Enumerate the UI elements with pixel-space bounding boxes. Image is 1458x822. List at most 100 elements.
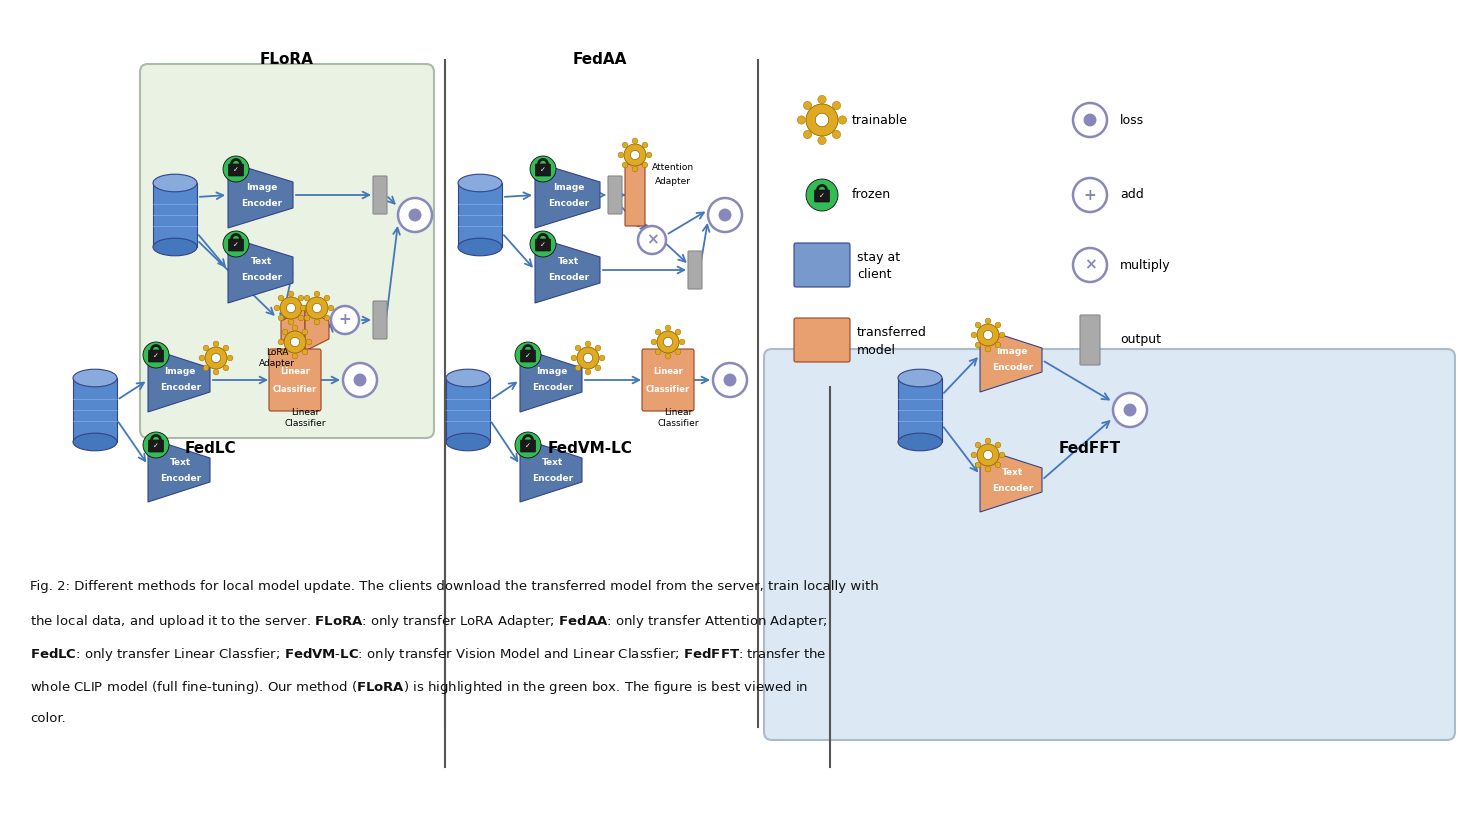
Circle shape: [833, 131, 841, 139]
Text: Fig. 2: Different methods for local model update. The clients download the trans: Fig. 2: Different methods for local mode…: [31, 580, 879, 593]
Circle shape: [302, 329, 308, 335]
Circle shape: [971, 332, 977, 338]
Text: Classifier: Classifier: [273, 385, 318, 394]
Circle shape: [223, 345, 229, 351]
Text: Text: Text: [541, 458, 563, 467]
Polygon shape: [227, 237, 293, 303]
Circle shape: [977, 324, 999, 346]
Polygon shape: [535, 162, 601, 228]
Circle shape: [642, 162, 647, 168]
Circle shape: [1073, 103, 1107, 137]
Circle shape: [999, 332, 1005, 338]
Circle shape: [983, 450, 993, 459]
Circle shape: [300, 305, 306, 311]
FancyBboxPatch shape: [373, 301, 386, 339]
Text: Image: Image: [997, 348, 1028, 357]
Text: Text: Text: [251, 257, 273, 266]
Circle shape: [203, 365, 208, 371]
Text: $\mathbf{FedLC}$: only transfer Linear Classfier; $\mathbf{FedVM\text{-}LC}$: on: $\mathbf{FedLC}$: only transfer Linear C…: [31, 646, 827, 663]
Circle shape: [675, 349, 681, 355]
Polygon shape: [281, 309, 305, 351]
Text: ×: ×: [646, 233, 659, 247]
Text: the local data, and upload it to the server. $\mathbf{FLoRA}$: only transfer LoR: the local data, and upload it to the ser…: [31, 613, 828, 630]
FancyBboxPatch shape: [268, 349, 321, 411]
Ellipse shape: [446, 433, 490, 450]
Bar: [73, 378, 117, 442]
Circle shape: [531, 156, 555, 182]
Text: Encoder: Encoder: [532, 473, 573, 483]
Text: Encoder: Encoder: [160, 473, 201, 483]
FancyBboxPatch shape: [625, 164, 644, 226]
Text: Encoder: Encoder: [991, 483, 1032, 492]
Circle shape: [213, 341, 219, 347]
Circle shape: [286, 303, 296, 312]
Text: FedAA: FedAA: [573, 53, 627, 67]
Text: ✓: ✓: [539, 242, 545, 248]
Text: Encoder: Encoder: [991, 363, 1032, 372]
Circle shape: [595, 345, 601, 351]
Text: Linear
Classifier: Linear Classifier: [284, 409, 325, 427]
Circle shape: [1083, 113, 1096, 127]
Circle shape: [971, 452, 977, 458]
Circle shape: [284, 331, 306, 353]
Ellipse shape: [898, 433, 942, 450]
Circle shape: [515, 342, 541, 368]
Circle shape: [278, 295, 284, 301]
Text: model: model: [857, 344, 897, 357]
FancyBboxPatch shape: [373, 176, 386, 214]
Circle shape: [572, 355, 577, 361]
Polygon shape: [535, 237, 601, 303]
Circle shape: [639, 226, 666, 254]
Circle shape: [283, 349, 287, 355]
Circle shape: [675, 329, 681, 335]
Text: Linear: Linear: [280, 367, 311, 376]
Circle shape: [353, 373, 366, 386]
Circle shape: [599, 355, 605, 361]
Text: Text: Text: [558, 257, 579, 266]
Circle shape: [408, 209, 421, 221]
Text: Encoder: Encoder: [160, 384, 201, 392]
Circle shape: [679, 339, 685, 345]
Text: client: client: [857, 269, 891, 281]
Circle shape: [803, 131, 812, 139]
Text: FedFFT: FedFFT: [1059, 441, 1121, 455]
Text: Encoder: Encoder: [548, 274, 589, 283]
Text: trainable: trainable: [851, 113, 908, 127]
Bar: [458, 183, 502, 247]
Circle shape: [283, 329, 287, 335]
Circle shape: [806, 179, 838, 211]
Text: LoRA
Adapter: LoRA Adapter: [260, 349, 295, 367]
Bar: [898, 378, 942, 442]
Circle shape: [818, 136, 827, 145]
Circle shape: [977, 444, 999, 466]
Circle shape: [623, 162, 628, 168]
Circle shape: [1073, 248, 1107, 282]
Text: Text: Text: [1002, 468, 1024, 477]
Polygon shape: [227, 162, 293, 228]
FancyBboxPatch shape: [815, 190, 830, 202]
Circle shape: [313, 291, 319, 297]
Ellipse shape: [446, 369, 490, 387]
Circle shape: [289, 319, 295, 325]
Ellipse shape: [73, 369, 117, 387]
Circle shape: [618, 152, 624, 158]
Text: Image: Image: [553, 182, 585, 192]
Circle shape: [838, 116, 847, 124]
Text: +: +: [338, 312, 351, 327]
FancyBboxPatch shape: [764, 349, 1455, 740]
FancyBboxPatch shape: [149, 440, 163, 452]
Circle shape: [278, 339, 284, 345]
Circle shape: [278, 315, 284, 321]
Circle shape: [577, 347, 599, 369]
Text: Linear
Classifier: Linear Classifier: [658, 409, 698, 427]
Circle shape: [709, 198, 742, 232]
Text: ✓: ✓: [525, 443, 531, 449]
Circle shape: [1124, 404, 1136, 417]
Text: ✓: ✓: [233, 242, 239, 248]
Text: +: +: [1083, 187, 1096, 202]
Ellipse shape: [458, 174, 502, 192]
Text: Image: Image: [537, 367, 569, 376]
Circle shape: [312, 303, 322, 312]
FancyBboxPatch shape: [1080, 315, 1099, 365]
Text: ✓: ✓: [819, 193, 825, 199]
